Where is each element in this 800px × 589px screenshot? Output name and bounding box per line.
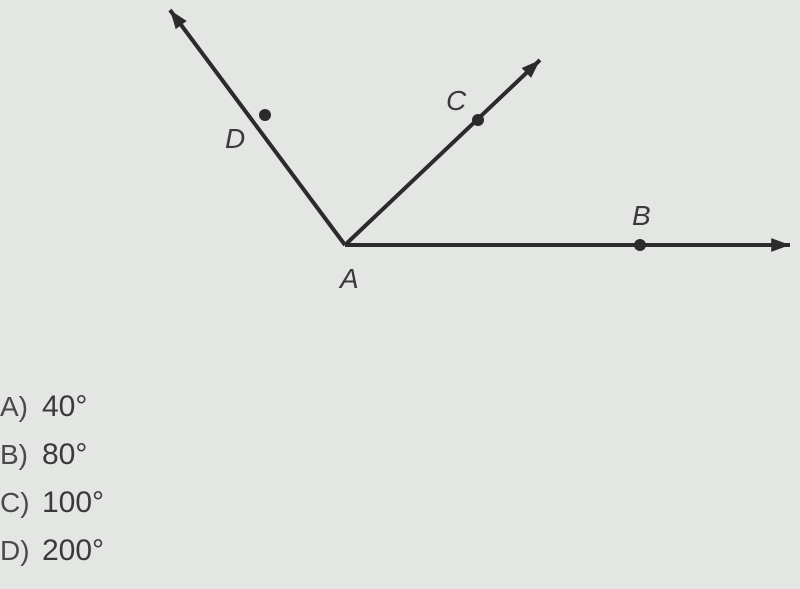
option-a: A) 40° xyxy=(0,390,104,424)
option-value: 40° xyxy=(42,390,87,424)
point-label: C xyxy=(446,85,466,117)
option-d: D) 200° xyxy=(0,534,104,568)
angle-diagram: B C D A xyxy=(0,0,800,400)
option-c: C) 100° xyxy=(0,486,104,520)
option-b: B) 80° xyxy=(0,438,104,472)
point-label: B xyxy=(632,200,651,232)
point-dot xyxy=(472,114,484,126)
option-letter: A) xyxy=(0,391,42,423)
option-value: 100° xyxy=(42,486,104,520)
option-value: 200° xyxy=(42,534,104,568)
vertex-label: A xyxy=(340,263,359,295)
answer-options: A) 40° B) 80° C) 100° D) 200° xyxy=(0,390,104,582)
option-letter: B) xyxy=(0,439,42,471)
point-dot xyxy=(259,109,271,121)
diagram-svg xyxy=(0,0,800,400)
point-dot xyxy=(634,239,646,251)
option-letter: D) xyxy=(0,535,42,567)
point-label: D xyxy=(225,123,245,155)
option-value: 80° xyxy=(42,438,87,472)
option-letter: C) xyxy=(0,487,42,519)
